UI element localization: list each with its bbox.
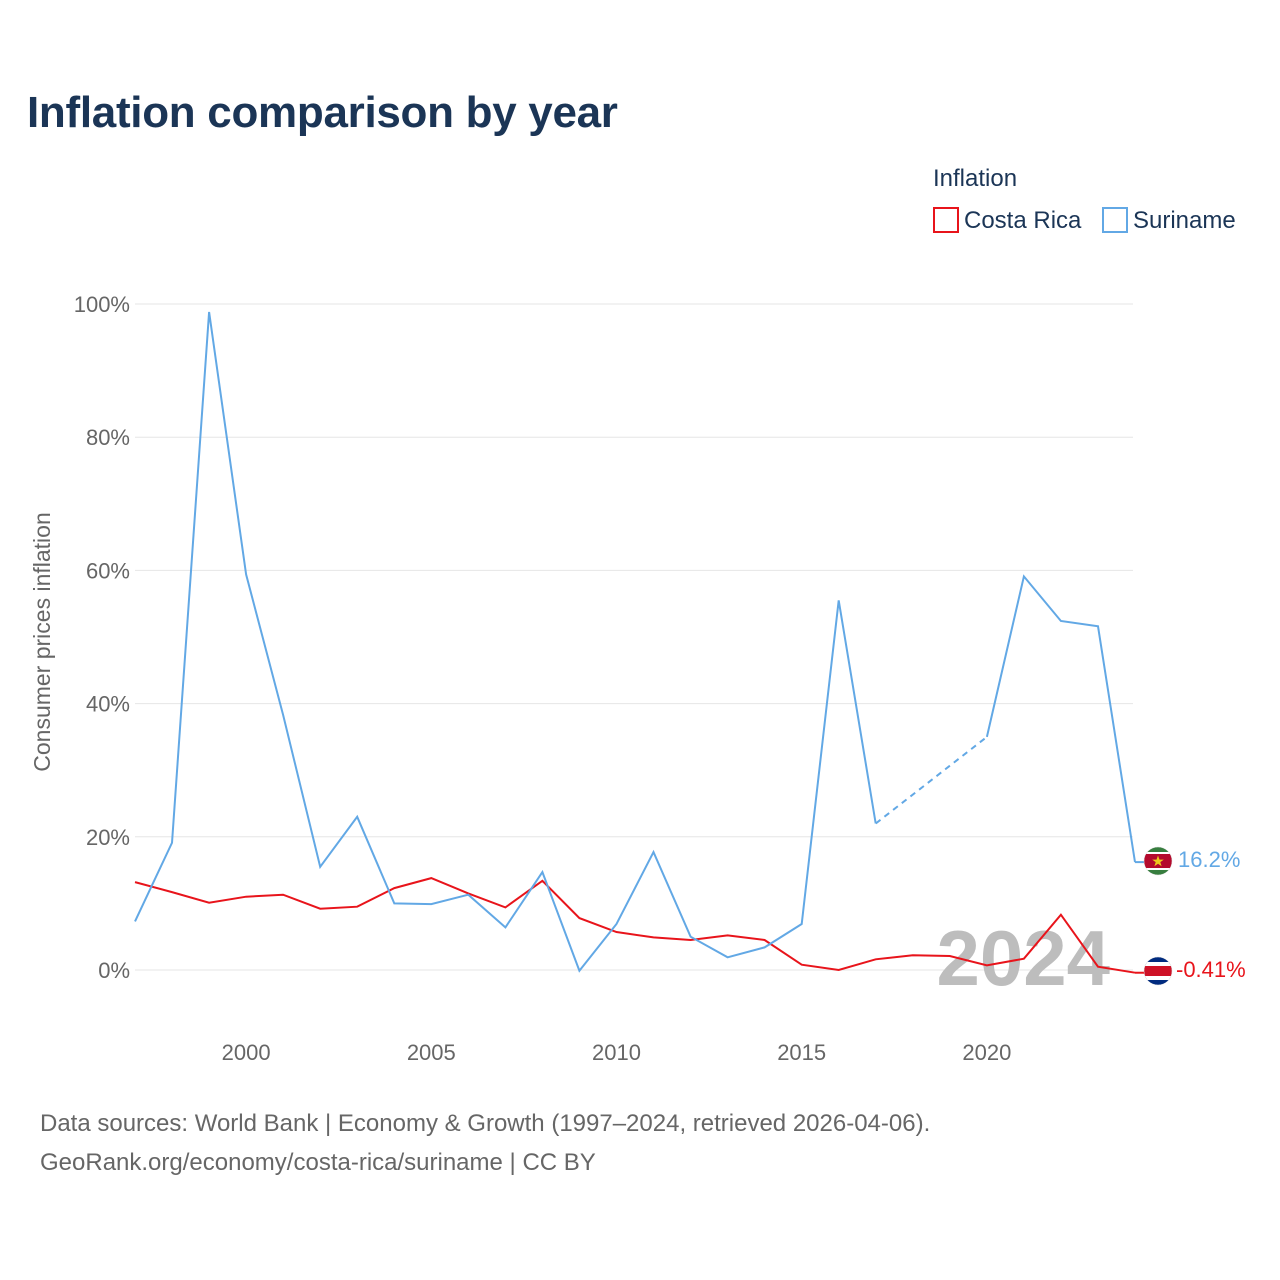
- data-source-note: Data sources: World Bank | Economy & Gro…: [40, 1110, 931, 1137]
- costa-rica-end-label: -0.41%: [1176, 957, 1246, 982]
- grid: [135, 303, 1133, 971]
- y-tick-label: 40%: [86, 692, 130, 717]
- x-tick-label: 2000: [222, 1040, 271, 1065]
- y-axis-ticks: 0% 20% 40% 60% 80% 100%: [74, 292, 130, 983]
- series-suriname[interactable]: [134, 311, 1144, 973]
- legend-label-costa-rica: Costa Rica: [964, 207, 1082, 234]
- x-tick-label: 2020: [962, 1040, 1011, 1065]
- suriname-end-label: 16.2%: [1178, 847, 1240, 872]
- costa-rica-flag-icon: [1143, 956, 1173, 986]
- legend-label-suriname: Suriname: [1133, 207, 1236, 234]
- legend-item-costa-rica[interactable]: Costa Rica: [933, 207, 1082, 234]
- footer: Data sources: World Bank | Economy & Gro…: [40, 1104, 930, 1182]
- y-tick-label: 80%: [86, 425, 130, 450]
- series-costa-rica[interactable]: [134, 877, 1144, 974]
- legend: Inflation Costa Rica Suriname: [933, 165, 1236, 234]
- source-link[interactable]: GeoRank.org/economy/costa-rica/suriname …: [40, 1149, 596, 1176]
- y-tick-label: 0%: [98, 958, 130, 983]
- legend-item-suriname[interactable]: Suriname: [1102, 207, 1236, 234]
- x-tick-label: 2005: [407, 1040, 456, 1065]
- y-tick-label: 60%: [86, 558, 130, 583]
- series: [134, 311, 1144, 974]
- series-gap-bridge: [875, 736, 988, 825]
- legend-title: Inflation: [933, 165, 1017, 192]
- chart-title: Inflation comparison by year: [27, 88, 618, 137]
- y-axis-title: Consumer prices inflation: [29, 512, 55, 772]
- series-end-markers: 16.2% -0.41%: [1143, 846, 1246, 986]
- y-tick-label: 20%: [86, 825, 130, 850]
- series-line: [985, 574, 1136, 863]
- series-line: [134, 311, 877, 973]
- x-axis-ticks: 2000 2005 2010 2015 2020: [222, 1040, 1012, 1065]
- legend-swatch-costa-rica: [933, 207, 959, 233]
- x-tick-label: 2010: [592, 1040, 641, 1065]
- legend-swatch-suriname: [1102, 207, 1128, 233]
- x-tick-label: 2015: [777, 1040, 826, 1065]
- suriname-flag-icon: [1143, 846, 1173, 876]
- y-tick-label: 100%: [74, 292, 130, 317]
- series-line: [134, 877, 1136, 974]
